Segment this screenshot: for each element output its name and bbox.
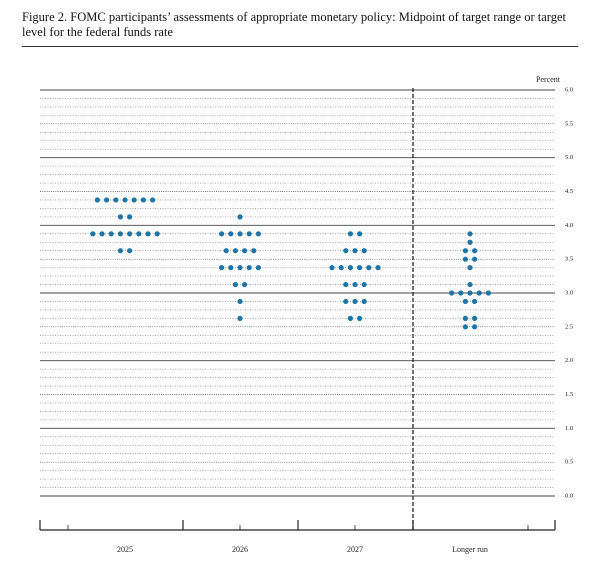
dot [232, 248, 238, 254]
dot [255, 265, 261, 271]
dot [472, 324, 478, 330]
dot [352, 298, 358, 305]
dot [347, 315, 353, 321]
y-tick-label: 2.0 [565, 357, 573, 364]
dot [94, 197, 100, 203]
dot [352, 248, 358, 254]
dot [219, 231, 225, 237]
dot [237, 231, 243, 237]
dot [251, 248, 257, 254]
dot [472, 298, 478, 305]
y-tick-label: 4.0 [565, 222, 573, 229]
dot [329, 265, 335, 271]
dot [255, 231, 261, 237]
dot [99, 231, 105, 237]
dot [122, 197, 128, 203]
y-tick-label: 0.0 [565, 492, 573, 499]
dot [357, 265, 363, 271]
dot [242, 281, 248, 288]
dot [467, 265, 473, 271]
y-axis-label: Percent [536, 75, 561, 84]
dot [127, 214, 133, 220]
dot [467, 290, 473, 296]
dot [366, 265, 372, 271]
dot [472, 248, 478, 254]
y-tick-label: 4.5 [565, 188, 573, 195]
dot [242, 248, 248, 254]
dot [117, 231, 123, 237]
dot [343, 248, 349, 254]
dot [361, 248, 367, 254]
y-tick-label: 3.0 [565, 289, 573, 296]
dot [347, 231, 353, 237]
y-tick-label: 5.5 [565, 120, 573, 127]
dot [472, 256, 478, 262]
dot [462, 248, 468, 254]
dot [375, 265, 381, 271]
x-tick-label: 2027 [347, 545, 363, 554]
dot [347, 265, 353, 271]
dot [462, 298, 468, 305]
dot [449, 290, 455, 296]
dot [136, 231, 142, 237]
y-tick-label: 2.5 [565, 323, 573, 330]
chart-title: Figure 2. FOMC participants’ assessments… [22, 10, 566, 39]
y-tick-label: 1.0 [565, 425, 573, 432]
y-tick-label: 3.5 [565, 256, 573, 263]
dot [361, 298, 367, 305]
dot [462, 256, 468, 262]
y-tick-label: 6.0 [565, 86, 573, 93]
dot [462, 324, 468, 330]
dot [154, 231, 160, 237]
y-tick-label: 0.5 [565, 459, 573, 466]
dot [246, 231, 252, 237]
dot [145, 231, 151, 237]
dot [232, 281, 238, 288]
dot [140, 197, 146, 203]
dot [343, 298, 349, 305]
dot [338, 265, 344, 271]
dot [131, 197, 137, 203]
dot [90, 231, 96, 237]
x-tick-label: Longer run [452, 545, 488, 554]
dot [237, 214, 243, 220]
dot [467, 239, 473, 245]
dot [485, 290, 491, 296]
dot [228, 231, 234, 237]
dot [117, 248, 123, 254]
dot [472, 315, 478, 321]
dot [117, 214, 123, 220]
dot [127, 231, 133, 237]
dot [228, 265, 234, 271]
dot [343, 281, 349, 288]
dot [237, 315, 243, 321]
dot [361, 281, 367, 288]
dot [237, 265, 243, 271]
dot [150, 197, 156, 203]
dot [237, 298, 243, 305]
dot [104, 197, 110, 203]
dot [108, 231, 114, 237]
x-tick-label: 2025 [117, 545, 133, 554]
dot [223, 248, 229, 254]
dot [113, 197, 119, 203]
y-tick-label: 1.5 [565, 391, 573, 398]
dot [357, 315, 363, 321]
dot [467, 281, 473, 288]
x-tick-label: 2026 [232, 545, 248, 554]
dot [127, 248, 133, 254]
dot [357, 231, 363, 237]
title-rule [22, 46, 578, 47]
dot [458, 290, 464, 296]
y-tick-label: 5.0 [565, 154, 573, 161]
dot [462, 315, 468, 321]
dot [246, 265, 252, 271]
dot [476, 290, 482, 296]
dot [467, 231, 473, 237]
dot [352, 281, 358, 288]
dot [219, 265, 225, 271]
